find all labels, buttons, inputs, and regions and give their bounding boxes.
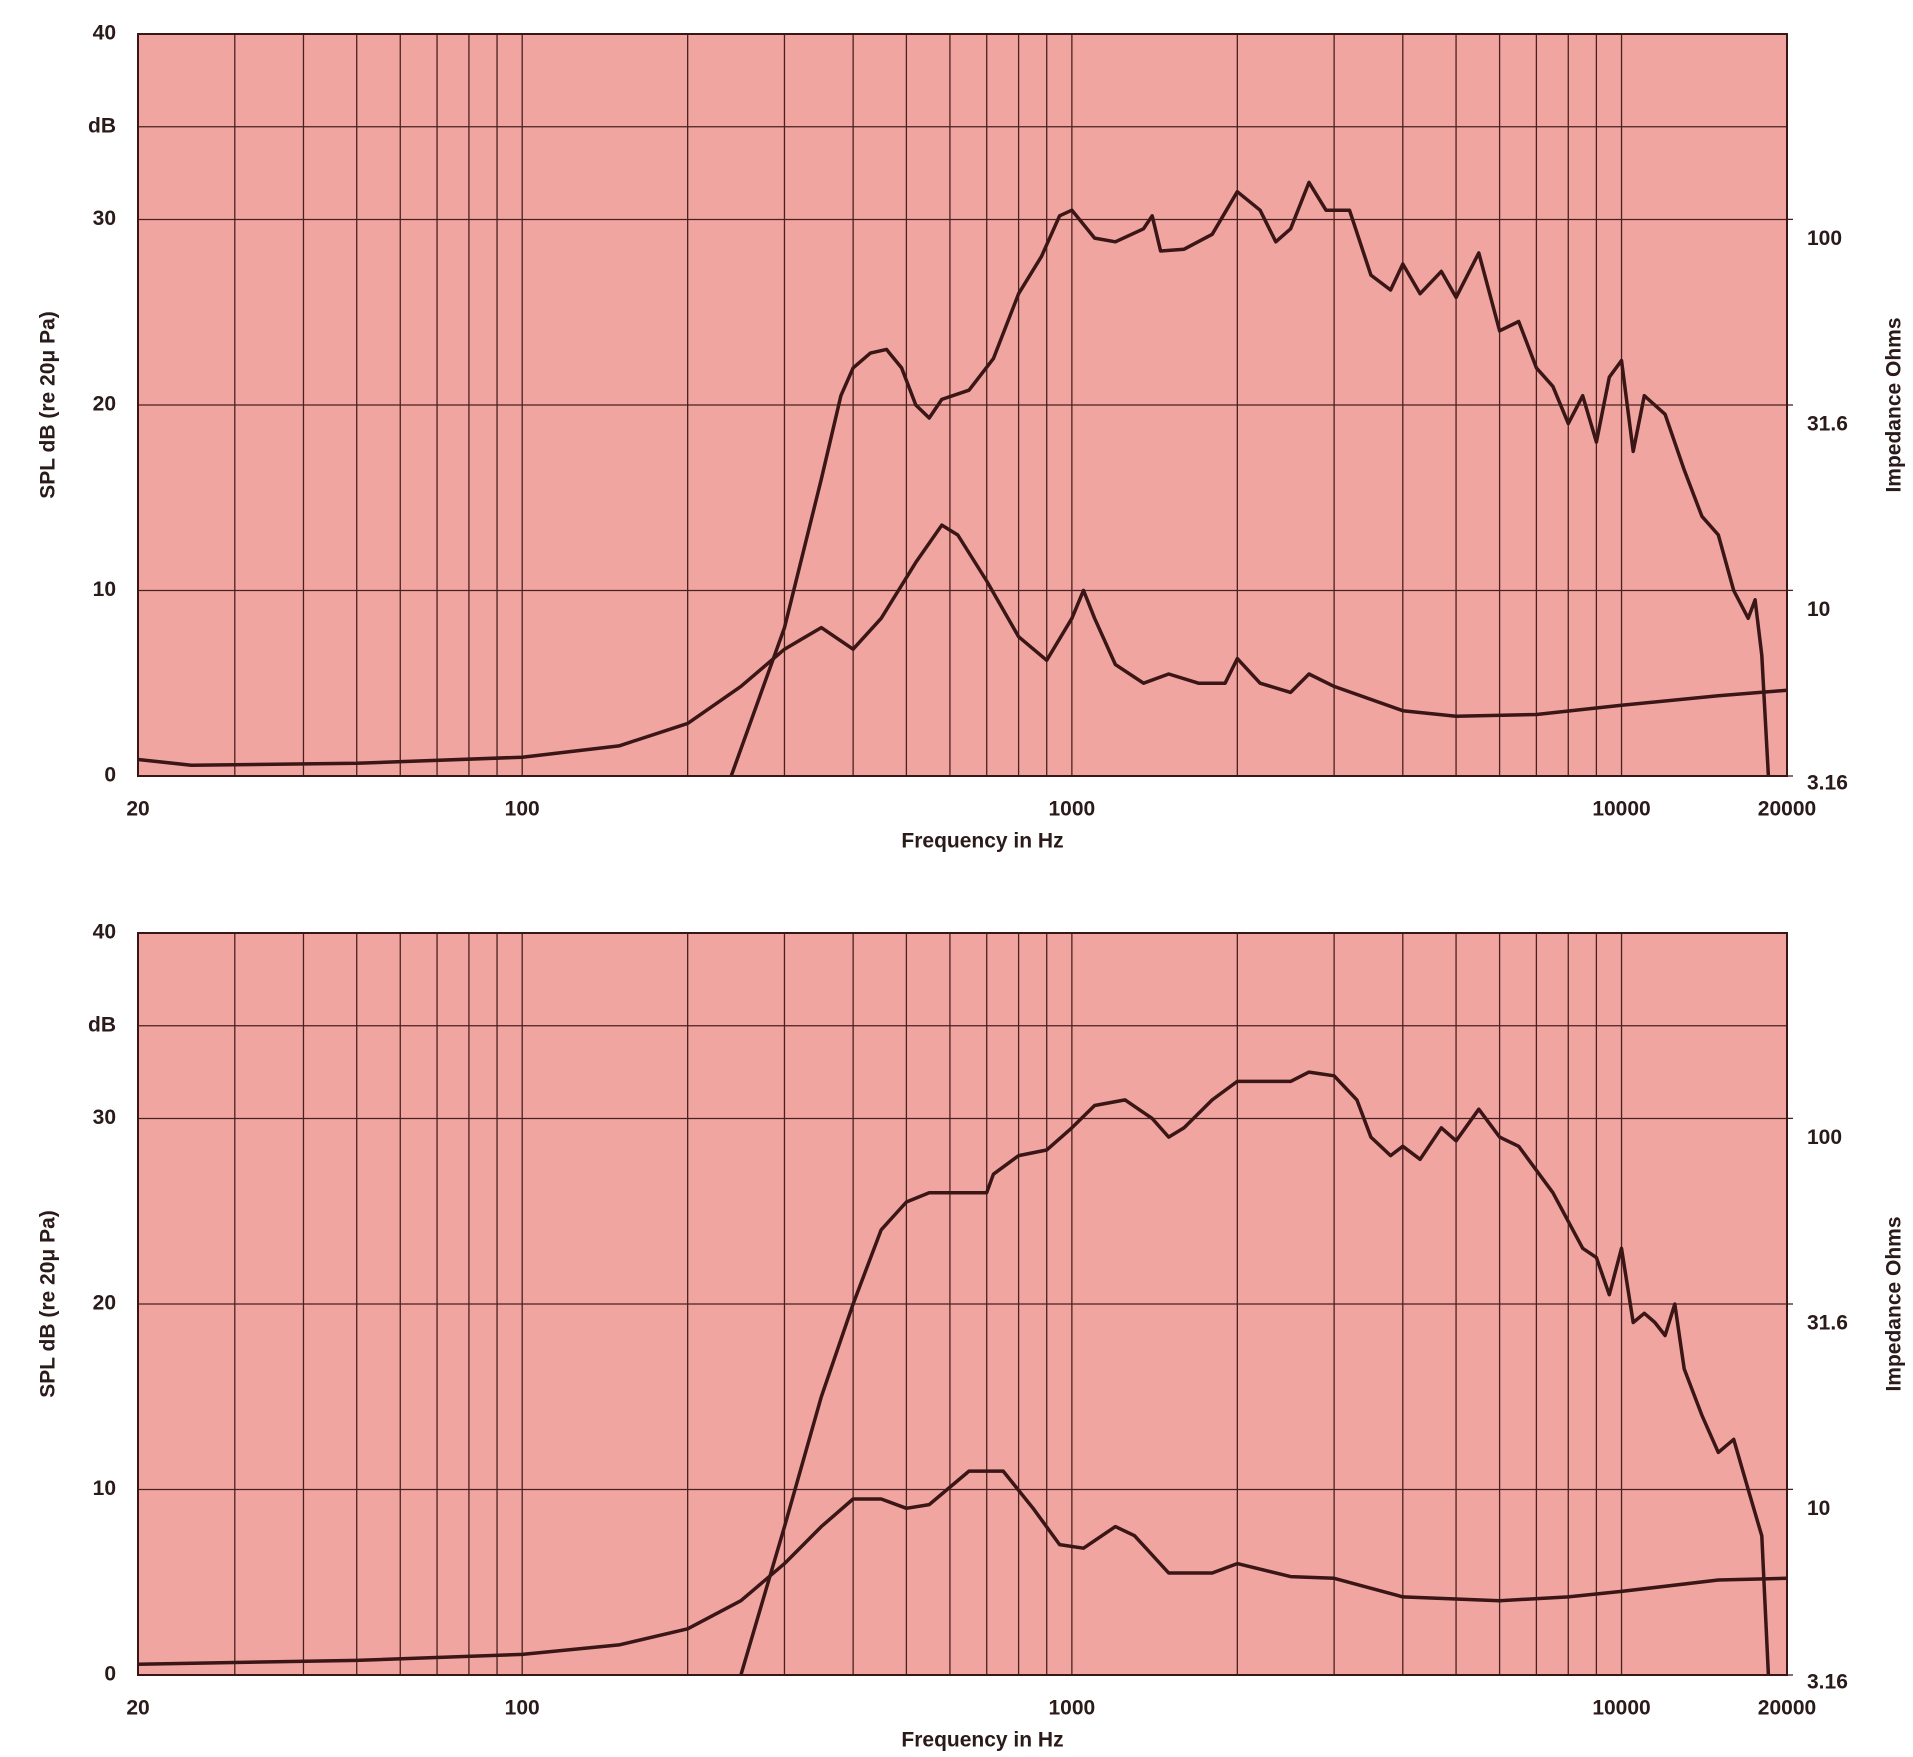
y-axis-title: SPL dB (re 20μ Pa) <box>37 311 60 499</box>
y-tick-label: 0 <box>104 1663 116 1686</box>
plot-border <box>137 33 1788 777</box>
x-tick-label: 1000 <box>1049 798 1096 821</box>
y2-tick-label: 10 <box>1807 598 1830 621</box>
x-tick-label: 1000 <box>1049 1697 1096 1720</box>
y2-axis-title: Impedance Ohms <box>1883 1216 1906 1391</box>
x-tick-label: 10000 <box>1592 798 1650 821</box>
x-tick-label: 10000 <box>1592 1697 1650 1720</box>
x-tick-label: 20 <box>126 1697 149 1720</box>
data-line <box>137 1469 1788 1666</box>
x-tick-label: 20000 <box>1758 1697 1816 1720</box>
x-axis-title: Frequency in Hz <box>901 1729 1063 1752</box>
y2-axis-title: Impedance Ohms <box>1883 317 1906 492</box>
y-tick-label: 40 <box>93 921 116 944</box>
y2-tick-label: 3.16 <box>1807 1671 1848 1694</box>
x-axis-title: Frequency in Hz <box>901 830 1063 853</box>
data-line <box>729 180 1771 777</box>
y-tick-label: 0 <box>104 764 116 787</box>
y2-tick-label: 100 <box>1807 227 1842 250</box>
plot-border <box>137 932 1788 1676</box>
y2-tick-label: 100 <box>1807 1126 1842 1149</box>
y-tick-label: 10 <box>93 1477 116 1500</box>
y2-tick-label: 10 <box>1807 1497 1830 1520</box>
y2-tick-label: 3.16 <box>1807 772 1848 795</box>
y-axis-title: SPL dB (re 20μ Pa) <box>37 1210 60 1398</box>
x-tick-label: 100 <box>505 798 540 821</box>
y-tick-label: dB <box>88 114 116 137</box>
x-tick-label: 20000 <box>1758 798 1816 821</box>
data-line <box>137 523 1788 767</box>
y2-tick-label: 31.6 <box>1807 1312 1848 1335</box>
y-tick-label: dB <box>88 1013 116 1036</box>
y-tick-label: 20 <box>93 1292 116 1315</box>
x-tick-label: 100 <box>505 1697 540 1720</box>
y-tick-label: 40 <box>93 22 116 45</box>
data-line <box>739 1070 1771 1676</box>
y2-tick-label: 31.6 <box>1807 413 1848 436</box>
x-tick-label: 20 <box>126 798 149 821</box>
y-tick-label: 30 <box>93 207 116 230</box>
y-tick-label: 20 <box>93 393 116 416</box>
y-tick-label: 30 <box>93 1106 116 1129</box>
y-tick-label: 10 <box>93 578 116 601</box>
